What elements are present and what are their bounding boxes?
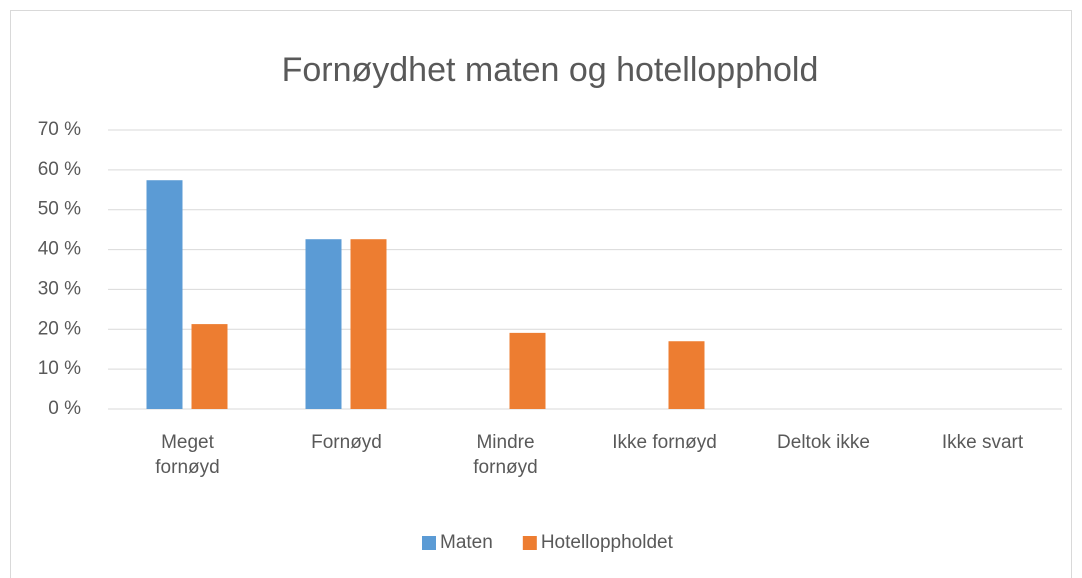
y-tick-label: 70 % <box>38 119 81 140</box>
bar <box>191 324 228 409</box>
bar <box>509 332 546 409</box>
y-tick-label: 40 % <box>38 239 81 260</box>
x-tick-label: Meget fornøyd <box>155 432 220 478</box>
y-tick-label: 60 % <box>38 159 81 180</box>
y-tick-label: 0 % <box>48 398 81 419</box>
y-tick-label: 20 % <box>38 318 81 339</box>
y-tick-label: 30 % <box>38 278 81 299</box>
legend-label: Hotelloppholdet <box>541 532 674 553</box>
legend-swatch <box>422 536 436 550</box>
y-tick-label: 50 % <box>38 199 81 220</box>
x-tick-label: Ikke fornøyd <box>612 432 717 453</box>
legend-swatch <box>522 536 537 550</box>
x-tick-label: Mindre fornøyd <box>473 432 538 478</box>
bar <box>146 180 183 409</box>
x-tick-label: Ikke svart <box>941 432 1024 453</box>
y-tick-label: 10 % <box>38 358 81 379</box>
x-tick-label: Deltok ikke <box>777 432 870 453</box>
bar <box>668 341 705 409</box>
bar <box>305 239 342 409</box>
legend-label: Maten <box>440 532 493 553</box>
chart-title: Fornøydhet maten og hotellopphold <box>282 51 819 89</box>
chart-border <box>10 10 1072 578</box>
bar <box>350 239 387 409</box>
x-tick-label: Fornøyd <box>311 432 382 453</box>
